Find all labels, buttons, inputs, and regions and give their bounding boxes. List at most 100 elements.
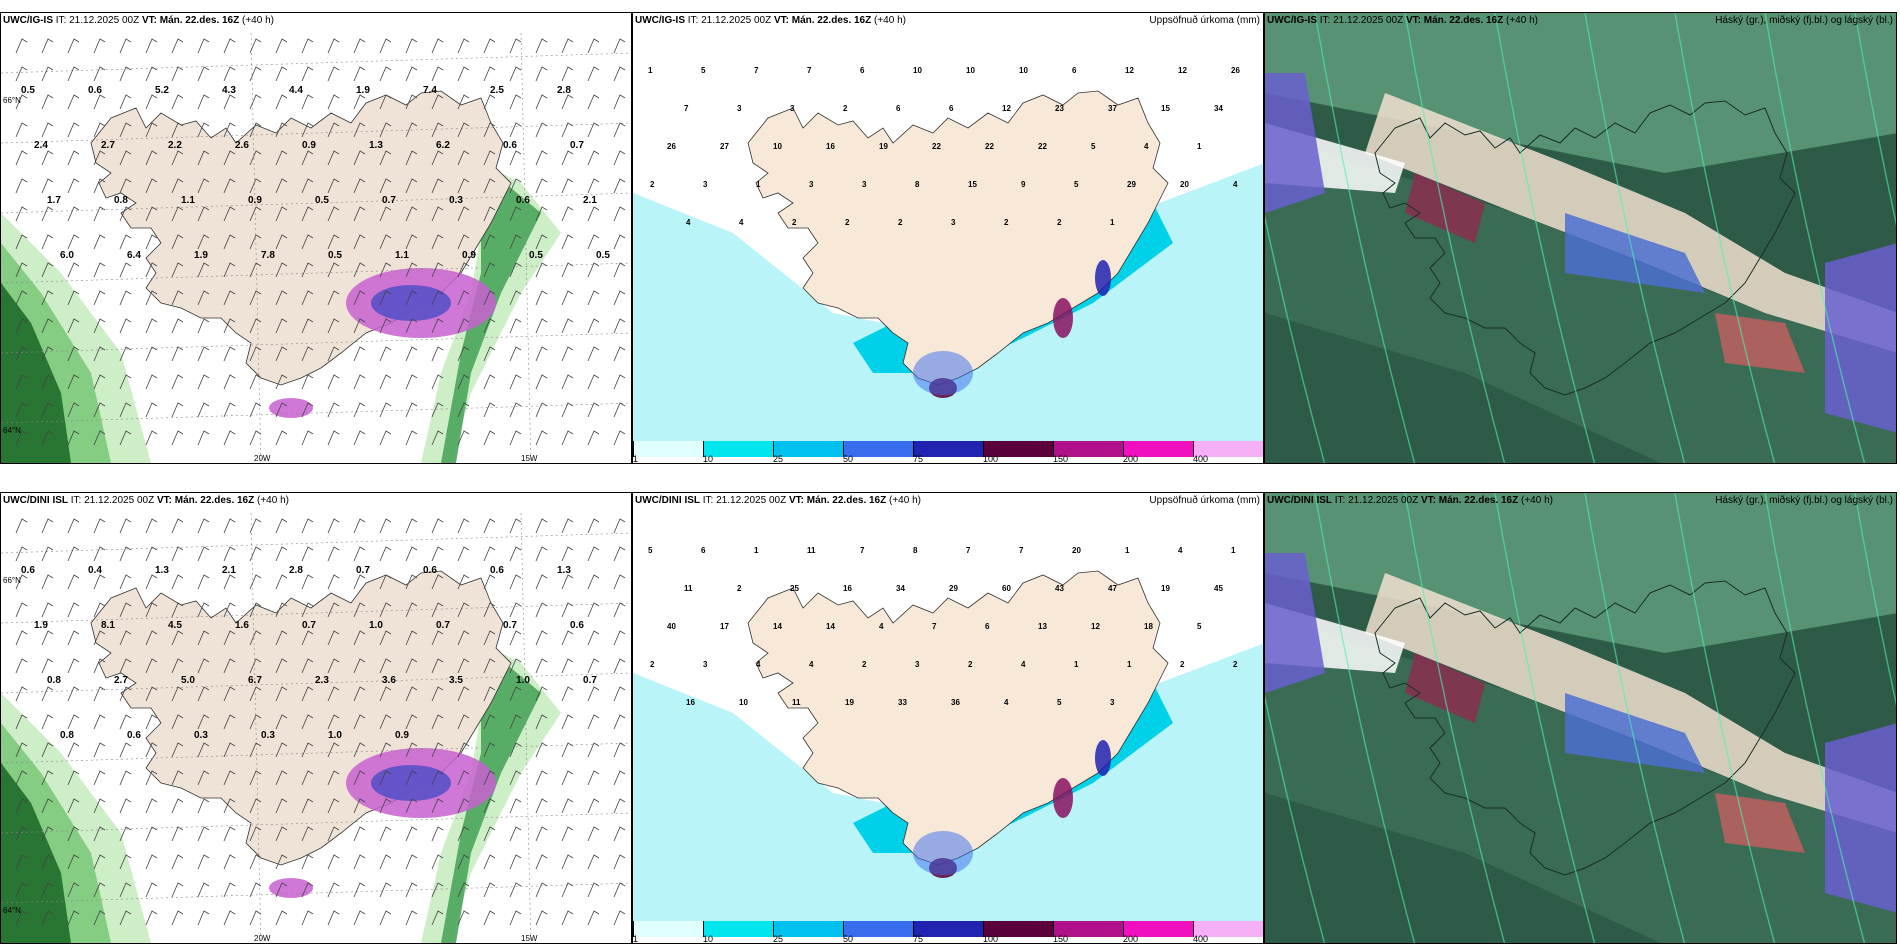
value-label: 10 [913, 66, 922, 75]
value-label: 45 [1214, 584, 1223, 593]
value-label: 4 [686, 218, 691, 227]
value-label: 2 [845, 218, 850, 227]
value-label: 6 [985, 622, 990, 631]
colorbar-label: 25 [773, 454, 784, 464]
value-label: 36 [951, 698, 960, 707]
value-label: 2.7 [101, 140, 115, 151]
value-label: 18 [1144, 622, 1153, 631]
axis-label: 15W [521, 934, 538, 943]
value-label: 37 [1108, 104, 1117, 113]
axis-label: 66°N [3, 576, 21, 585]
value-label: 2 [898, 218, 903, 227]
value-label: 0.6 [516, 195, 530, 206]
value-label: 2.6 [235, 140, 249, 151]
colorbar-label: 25 [773, 934, 784, 944]
value-label: 1 [1197, 142, 1202, 151]
value-label: 12 [1002, 104, 1011, 113]
value-label: 2.1 [583, 195, 597, 206]
panel-wind-dini: UWC/DINI ISL IT: 21.12.2025 00Z VT: Mán.… [0, 492, 632, 944]
colorbar-cell [633, 921, 703, 937]
colorbar-label: 1 [633, 454, 639, 464]
value-label: 2 [1180, 660, 1185, 669]
value-label: 16 [686, 698, 695, 707]
value-label: 4.3 [222, 85, 236, 96]
value-label: 1.0 [328, 730, 342, 741]
value-label: 0.6 [503, 140, 517, 151]
panel-cloud-igis: UWC/IG-IS IT: 21.12.2025 00Z VT: Mán. 22… [1264, 12, 1897, 464]
value-label: 60 [1002, 584, 1011, 593]
wind-map[interactable]: 0.6 0.4 1.3 2.1 2.8 0.7 0.6 0.6 1.3 1.9 8.1 4.5 1.6 0… [1, 493, 632, 944]
value-label: 16 [826, 142, 835, 151]
value-label: 1.0 [516, 675, 530, 686]
value-label: 2 [1004, 218, 1009, 227]
value-label: 0.4 [88, 565, 102, 576]
value-label: 2 [792, 218, 797, 227]
wind-map[interactable]: 0.5 0.6 5.2 4.3 4.4 1.9 7.4 2.5 2.8 2.4 2.7 2.2 2.6 0… [1, 13, 632, 464]
value-label: 1.7 [47, 195, 61, 206]
value-label: 6 [949, 104, 954, 113]
value-label: 1 [1127, 660, 1132, 669]
panel-precip-igis: UWC/IG-IS IT: 21.12.2025 00Z VT: Mán. 22… [632, 12, 1264, 464]
value-label: 2.7 [114, 675, 128, 686]
value-label: 23 [1055, 104, 1064, 113]
value-label: 10 [966, 66, 975, 75]
value-label: 20 [1180, 180, 1189, 189]
value-label: 3.5 [449, 675, 463, 686]
value-label: 0.3 [449, 195, 463, 206]
value-label: 2 [1057, 218, 1062, 227]
value-label: 3.6 [382, 675, 396, 686]
axis-label: 20W [254, 934, 271, 943]
value-label: 4 [809, 660, 814, 669]
value-label: 7.4 [423, 85, 437, 96]
value-label: 4 [1178, 546, 1183, 555]
value-label: 3 [703, 660, 708, 669]
value-label: 2 [1233, 660, 1238, 669]
cloud-map[interactable] [1265, 13, 1897, 464]
colorbar-cell [1053, 441, 1123, 457]
value-label: 1 [648, 66, 653, 75]
value-label: 0.5 [328, 250, 342, 261]
value-label: 0.9 [462, 250, 476, 261]
value-label: 1.0 [369, 620, 383, 631]
axis-label: 20W [254, 454, 271, 463]
value-label: 17 [720, 622, 729, 631]
value-label: 1.3 [369, 140, 383, 151]
value-label: 1 [1110, 218, 1115, 227]
colorbar-label: 400 [1193, 934, 1209, 944]
value-label: 0.6 [127, 730, 141, 741]
value-label: 0.7 [382, 195, 396, 206]
panel-title: UWC/IG-IS IT: 21.12.2025 00Z VT: Mán. 22… [1267, 15, 1538, 26]
axis-label: 64°N [3, 906, 21, 915]
colorbar-cell [913, 441, 983, 457]
value-label: 0.8 [47, 675, 61, 686]
value-label: 3 [737, 104, 742, 113]
colorbar-label: 400 [1193, 454, 1209, 464]
colorbar-cell [1193, 441, 1263, 457]
value-label: 7 [807, 66, 812, 75]
value-label: 0.6 [570, 620, 584, 631]
value-label: 10 [739, 698, 748, 707]
colorbar-cell [913, 921, 983, 937]
panel-field-label: Háský (gr.), miðský (fj.bl.) og lágský (… [1715, 15, 1893, 26]
value-label: 11 [792, 698, 801, 707]
value-label: 12 [1091, 622, 1100, 631]
value-label: 1 [1125, 546, 1130, 555]
value-label: 5.0 [181, 675, 195, 686]
value-label: 0.5 [315, 195, 329, 206]
panel-wind-igis: UWC/IG-IS IT: 21.12.2025 00Z VT: Mán. 22… [0, 12, 632, 464]
colorbar-label: 10 [703, 454, 714, 464]
value-label: 6.2 [436, 140, 450, 151]
colorbar-cell [703, 921, 773, 937]
panel-title: UWC/DINI ISL IT: 21.12.2025 00Z VT: Mán.… [1267, 495, 1553, 506]
precip-colorbar: 1 10 25 50 75 100 150 200 400 [633, 441, 1263, 463]
value-label: 34 [896, 584, 905, 593]
value-label: 6 [701, 546, 706, 555]
value-label: 2.2 [168, 140, 182, 151]
panel-title: UWC/IG-IS IT: 21.12.2025 00Z VT: Mán. 22… [3, 15, 274, 26]
value-label: 20 [1072, 546, 1081, 555]
value-label: 1 [1074, 660, 1079, 669]
value-label: 0.8 [60, 730, 74, 741]
cloud-map[interactable] [1265, 493, 1897, 944]
